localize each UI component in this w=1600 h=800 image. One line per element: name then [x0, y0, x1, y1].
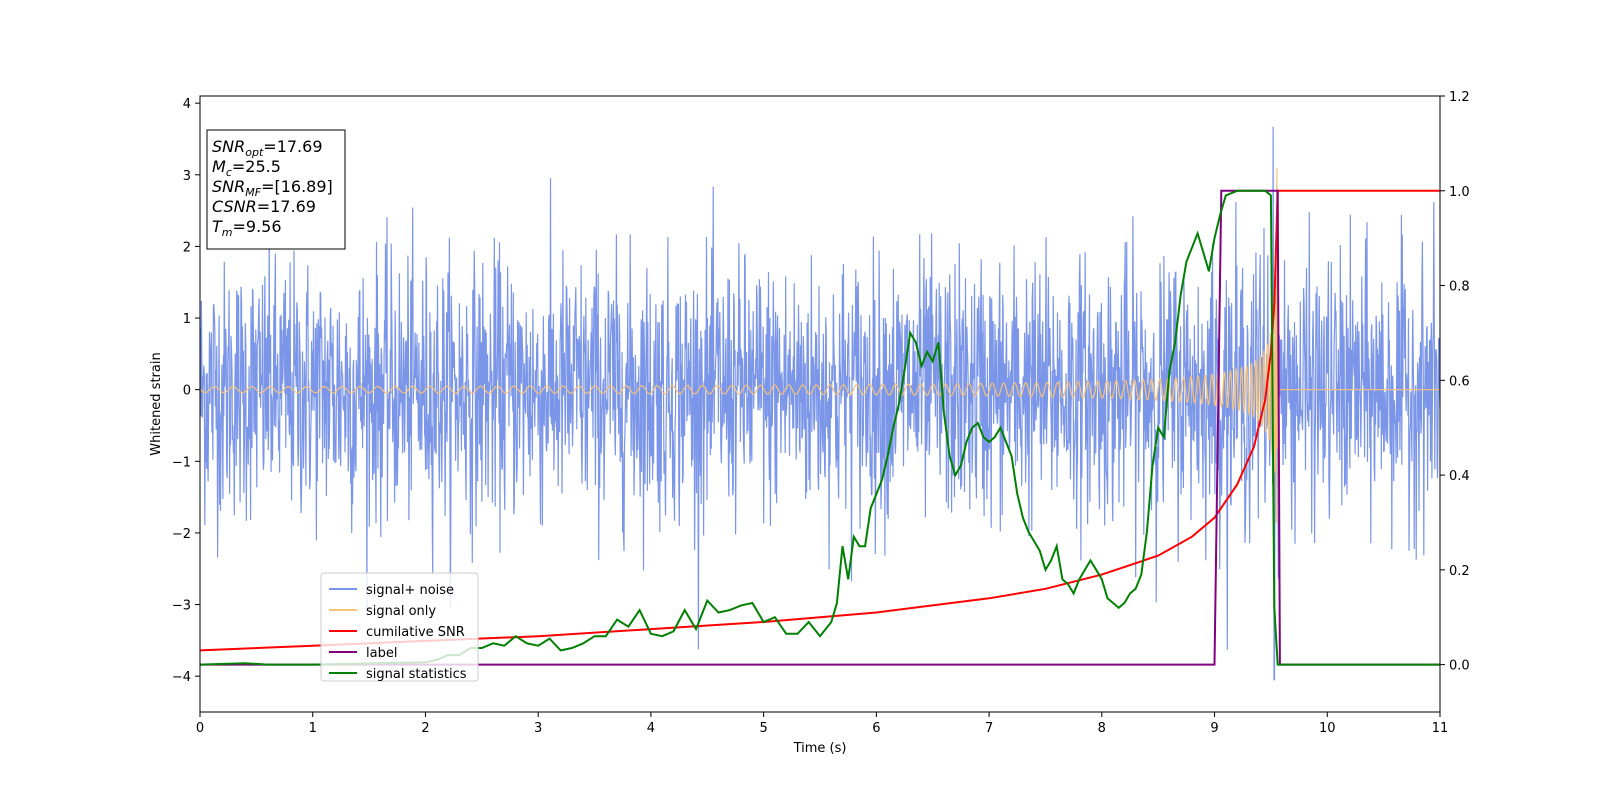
- y2-tick-label: 0.2: [1449, 564, 1470, 579]
- annotation-symbol: T: [212, 217, 223, 236]
- series-line-cumilative-snr: [200, 189, 1440, 652]
- annotation-value: =17.69: [257, 197, 316, 216]
- annotation-subscript: c: [226, 166, 232, 179]
- y-tick-label: −1: [172, 455, 191, 470]
- y2-tick-label: 0.0: [1449, 659, 1470, 674]
- annotation-subscript: m: [222, 226, 233, 239]
- plot-frame: [199, 95, 1441, 713]
- annotation-line: Tm=9.56: [212, 217, 282, 239]
- x-tick-label: 10: [1319, 721, 1336, 736]
- annotation-value: =[16.89]: [261, 177, 333, 196]
- x-tick-label: 3: [534, 721, 542, 736]
- series-line-signal-statistics: [200, 189, 1440, 666]
- annotation-line: Mc=25.5: [212, 157, 281, 179]
- series-line-signal-noise: [200, 126, 1440, 681]
- y-axis-right: 1.2 1.0 0.8 0.6 0.4 0.2 0.0: [1440, 90, 1470, 674]
- x-tick-label: 5: [759, 721, 767, 736]
- annotation-subscript: opt: [245, 146, 264, 159]
- y2-tick-label: 0.8: [1449, 280, 1470, 295]
- y2-tick-label: 1.2: [1449, 90, 1470, 105]
- legend-label: cumilative SNR: [366, 625, 465, 640]
- annotation-symbol: SNR: [212, 177, 245, 196]
- annotation-symbol: CSNR: [212, 197, 257, 216]
- x-tick-label: 6: [872, 721, 880, 736]
- legend-label: label: [366, 646, 397, 661]
- annotation-value: =25.5: [232, 157, 281, 176]
- y-tick-label: 2: [183, 240, 191, 255]
- y-tick-label: 0: [183, 384, 191, 399]
- y-tick-label: 1: [183, 312, 191, 327]
- annotation-box-frame: [206, 129, 346, 250]
- legend-label: signal statistics: [366, 667, 467, 682]
- y-axis-label: Whitened strain: [149, 352, 164, 455]
- x-tick-label: 1: [309, 721, 317, 736]
- x-tick-label: 2: [421, 721, 429, 736]
- legend-label: signal only: [366, 604, 436, 619]
- annotation-subscript: MF: [245, 186, 261, 199]
- annotation-line: SNRopt=17.69: [212, 137, 323, 159]
- y2-tick-label: 0.6: [1449, 374, 1470, 389]
- annotation-value: =9.56: [233, 217, 282, 236]
- x-tick-label: 0: [196, 721, 204, 736]
- plot-area: [200, 126, 1440, 681]
- y2-tick-label: 1.0: [1449, 185, 1470, 200]
- legend: signal+ noise signal only cumilative SNR la…: [320, 572, 479, 682]
- legend-label: signal+ noise: [366, 583, 454, 598]
- annotation-value: =17.69: [263, 137, 322, 156]
- annotation-line: SNRMF=[16.89]: [212, 177, 333, 199]
- x-axis: 0 1 2 3 4 5 6 7 8 9 10 11: [196, 712, 1448, 736]
- series-line-signal-only: [200, 168, 1440, 524]
- x-tick-label: 11: [1432, 721, 1449, 736]
- y2-tick-label: 0.4: [1449, 469, 1470, 484]
- y-tick-label: −4: [172, 670, 191, 685]
- x-tick-label: 4: [647, 721, 655, 736]
- y-tick-label: −3: [172, 599, 191, 614]
- y-tick-label: −2: [172, 527, 191, 542]
- y-axis-left: 4 3 2 1 0 −1 −2 −3 −4: [172, 97, 200, 685]
- annotation-line: CSNR=17.69: [212, 197, 316, 216]
- annotation-box: SNRopt=17.69Mc=25.5SNRMF=[16.89]CSNR=17.…: [206, 129, 346, 250]
- y-tick-label: 3: [183, 169, 191, 184]
- y-tick-label: 4: [183, 97, 191, 112]
- legend-frame: [320, 572, 479, 682]
- x-axis-label: Time (s): [793, 741, 847, 756]
- x-tick-label: 9: [1210, 721, 1218, 736]
- annotation-symbol: SNR: [212, 137, 245, 156]
- annotation-symbol: M: [212, 157, 226, 176]
- x-tick-label: 8: [1098, 721, 1106, 736]
- x-tick-label: 7: [985, 721, 993, 736]
